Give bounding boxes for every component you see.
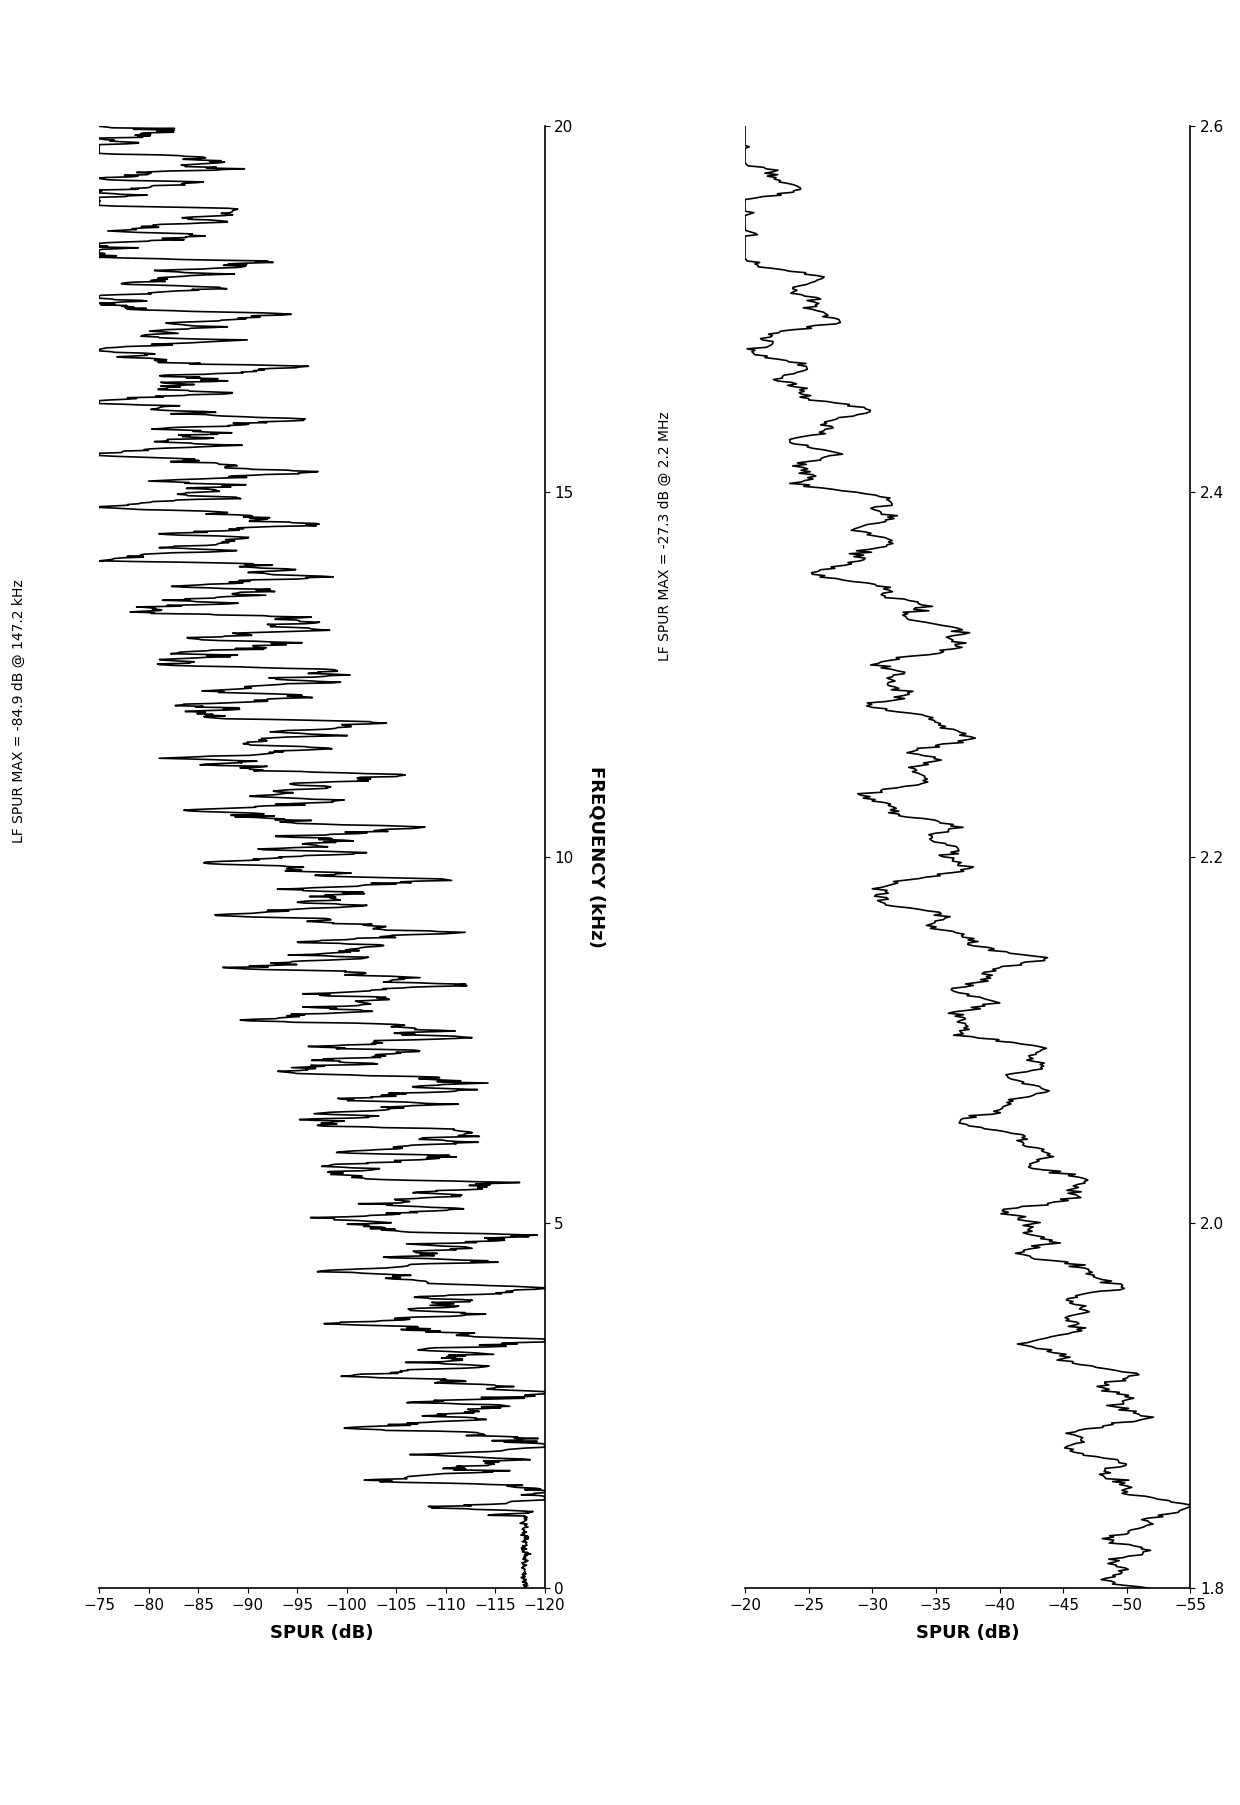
X-axis label: SPUR (dB): SPUR (dB) (270, 1624, 373, 1643)
Text: LF SPUR MAX = -27.3 dB @ 2.2 MHz: LF SPUR MAX = -27.3 dB @ 2.2 MHz (658, 412, 672, 661)
Text: LF SPUR MAX = -84.9 dB @ 147.2 kHz: LF SPUR MAX = -84.9 dB @ 147.2 kHz (12, 579, 26, 843)
X-axis label: SPUR (dB): SPUR (dB) (916, 1624, 1019, 1643)
Y-axis label: FREQUENCY (kHz): FREQUENCY (kHz) (588, 767, 605, 948)
Y-axis label: FREQUENCY (MHz): FREQUENCY (MHz) (1239, 764, 1240, 951)
